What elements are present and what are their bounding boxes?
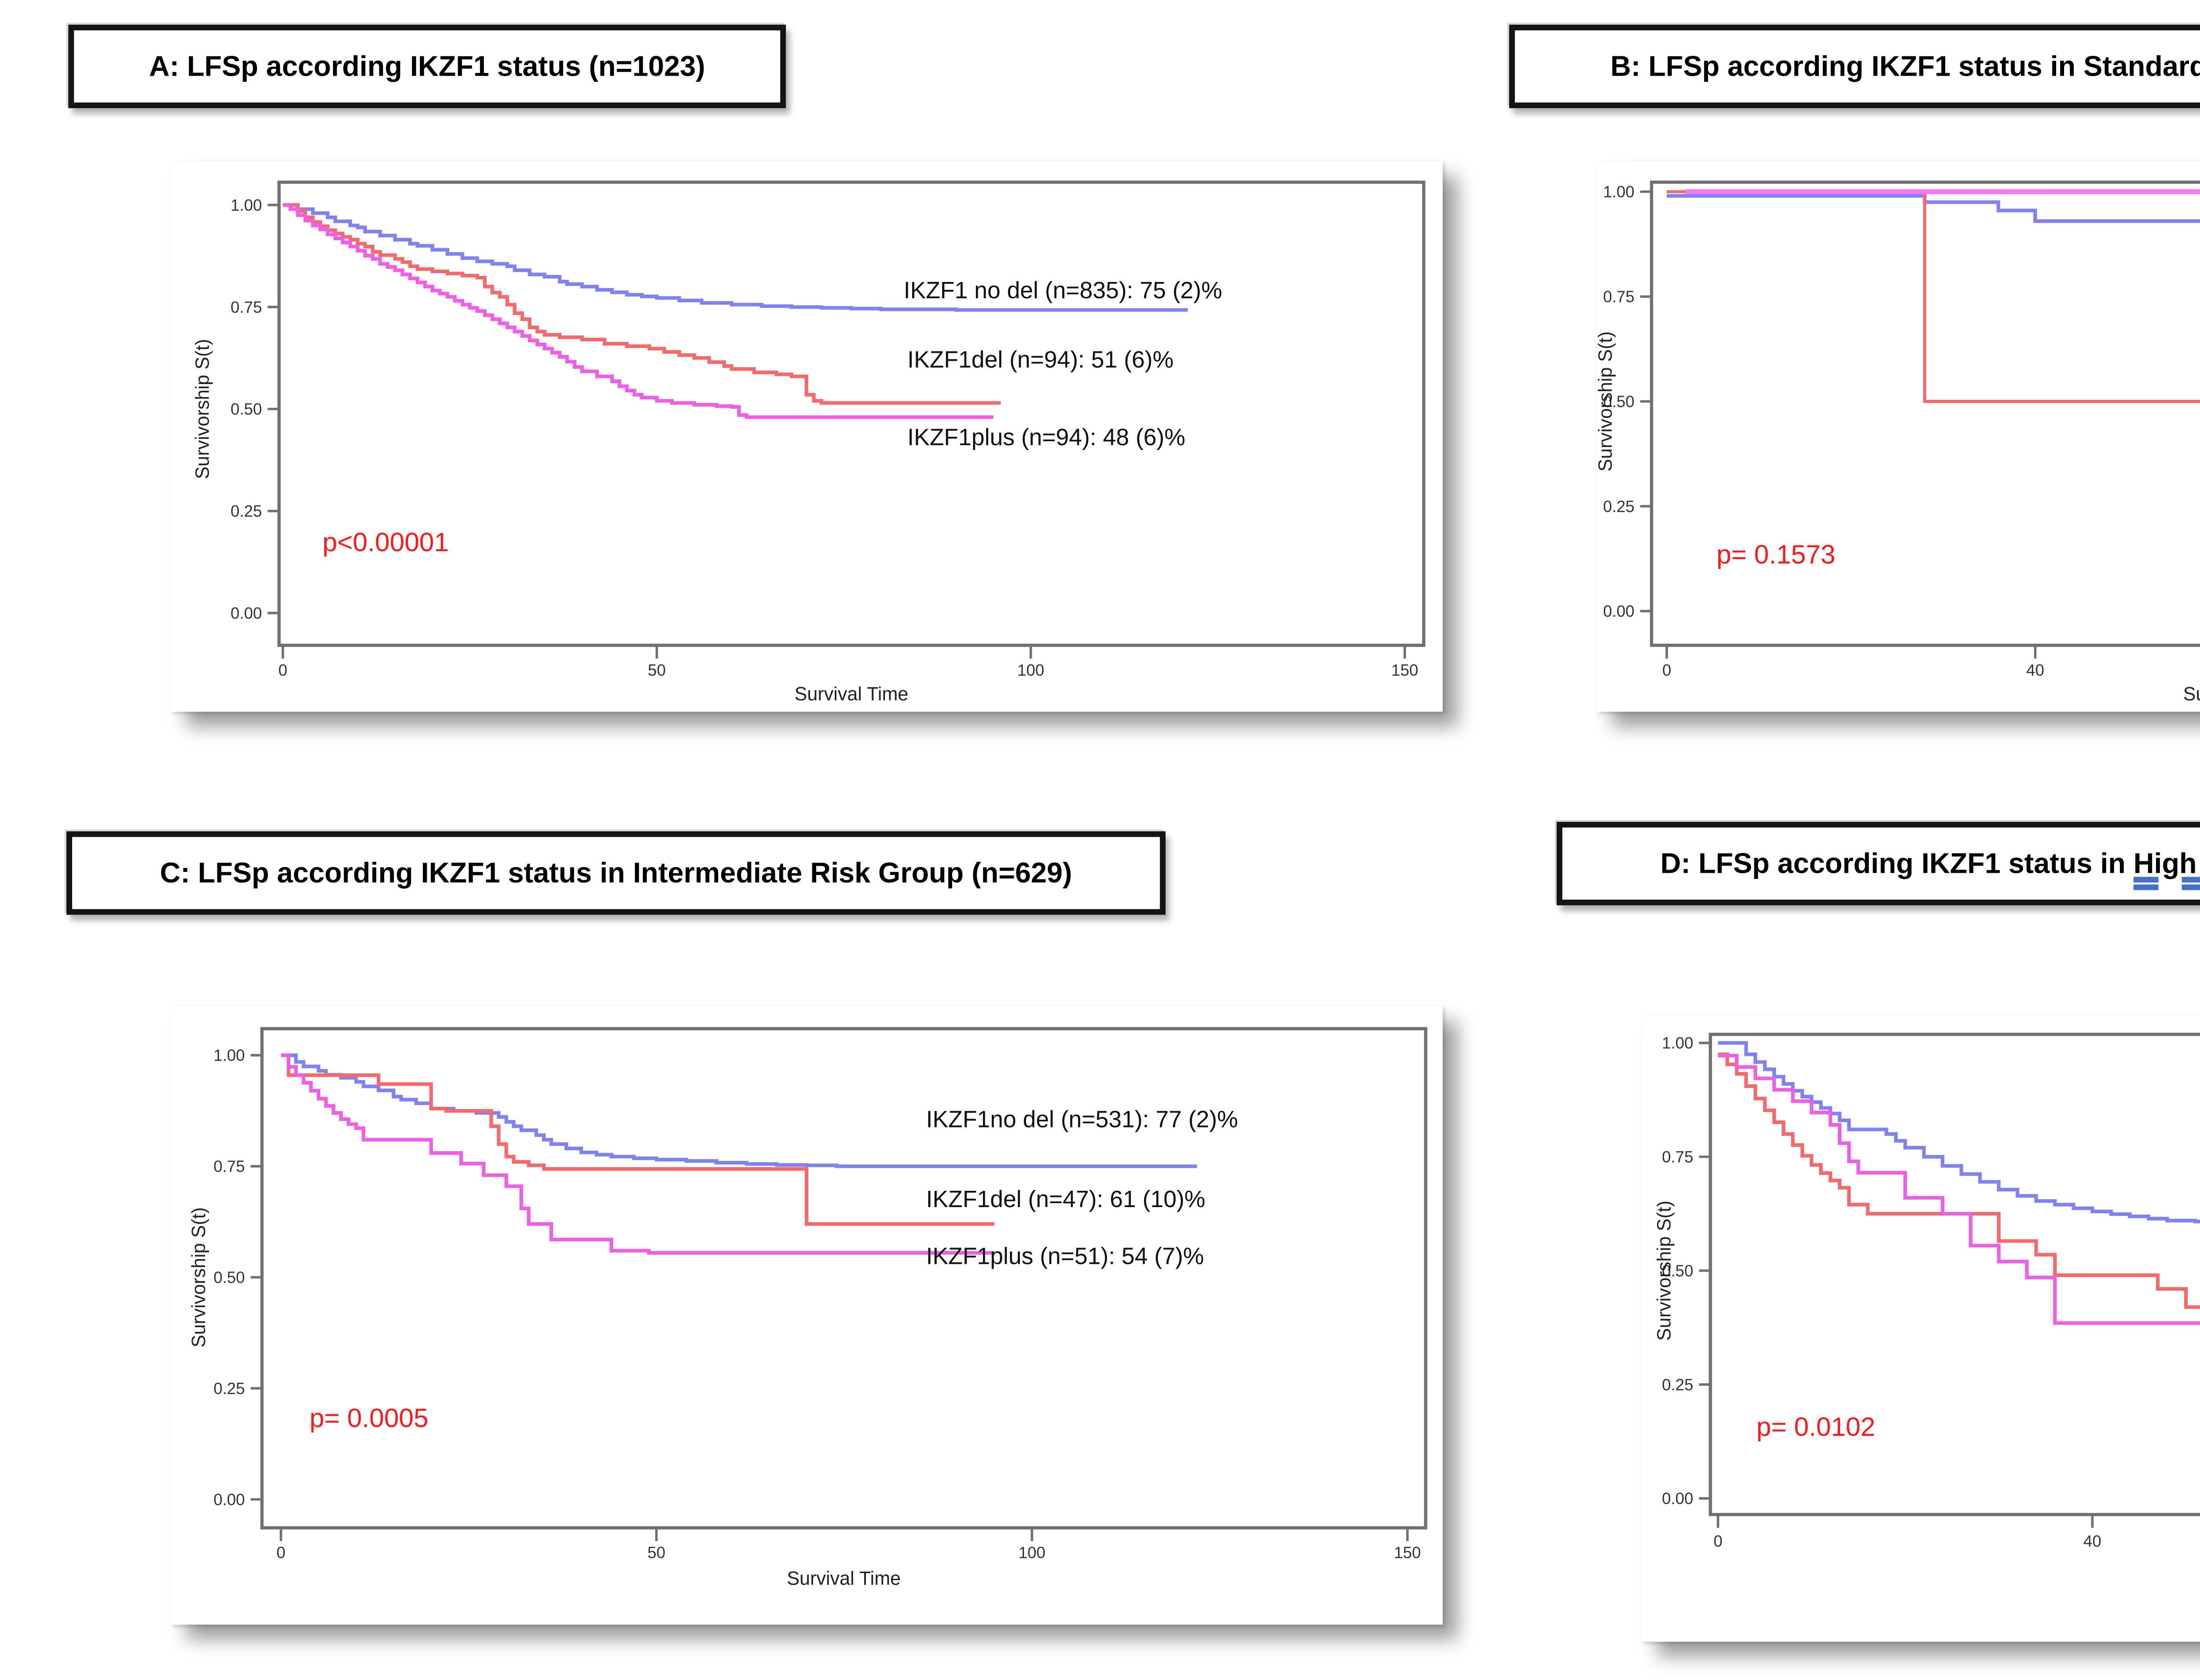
panel-a-title: A: LFSp according IKZF1 status (n=1023) xyxy=(68,25,786,108)
y-tick-label: 0.00 xyxy=(213,1490,245,1508)
y-axis-title: Survivorship S(t) xyxy=(192,339,213,479)
survival-curve-ikzf1del xyxy=(1718,1052,2200,1309)
survival-curve-ikzf1no-del xyxy=(1718,1041,2200,1223)
x-tick-label: 0 xyxy=(279,661,287,679)
x-tick-label: 0 xyxy=(1713,1532,1722,1550)
y-tick-label: 0.75 xyxy=(1603,288,1634,306)
x-axis-title: Survival Time xyxy=(2183,684,2200,705)
panel-a-chart-card: 1.00 0.75 0.50 0.25 0.00 0 50 100 150 Survival Ti… xyxy=(171,161,1443,712)
y-tick-label: 0.00 xyxy=(231,604,262,622)
y-tick-label: 0.00 xyxy=(1662,1490,1693,1508)
plot-frame xyxy=(1709,1032,2200,1516)
x-axis-title: Survival Time xyxy=(787,1568,901,1589)
y-tick-label: 0.50 xyxy=(1662,1262,1693,1280)
title-text-pre: D: LFSp according IKZF1 status in xyxy=(1660,847,2134,880)
y-tick-label: 1.00 xyxy=(231,196,262,214)
x-tick-label: 40 xyxy=(2026,661,2044,679)
y-tick-label: 0.75 xyxy=(231,298,262,316)
title-text-pre: B: LFSp according IKZF1 status in Standa… xyxy=(1610,50,2200,83)
p-value-label: p= 0.0102 xyxy=(1756,1412,1875,1442)
km-chart-b: 1.000.750.500.250.0004080120Survival Tim… xyxy=(1596,180,2200,705)
x-tick-label: 0 xyxy=(276,1544,285,1562)
km-chart-d: 1.000.750.500.250.0004080120Survival Tim… xyxy=(1654,1032,2200,1550)
plot-frame xyxy=(260,1027,1427,1530)
y-tick-label: 0.00 xyxy=(1603,602,1634,620)
survival-curve-ikzf1del xyxy=(1667,190,2200,403)
x-tick-label: 50 xyxy=(648,661,666,679)
y-tick-label: 0.25 xyxy=(1603,498,1634,516)
y-tick-label: 0.25 xyxy=(231,502,262,520)
x-tick-label: 40 xyxy=(2083,1532,2101,1550)
plot-frame xyxy=(1650,180,2200,647)
x-tick-label: 150 xyxy=(1394,1544,1421,1562)
y-tick-label: 1.00 xyxy=(213,1047,245,1065)
y-tick-label: 0.50 xyxy=(213,1269,245,1287)
panel-title-text: A: LFSp according IKZF1 status (n=1023) xyxy=(149,50,705,82)
km-chart-a: 1.00 0.75 0.50 0.25 0.00 0 50 100 150 Survival Ti… xyxy=(192,180,1426,705)
title-text-pre: A: LFSp according IKZF1 status (n=1023) xyxy=(149,50,705,83)
y-tick-label: 0.75 xyxy=(1662,1148,1693,1166)
x-tick-label: 150 xyxy=(1391,661,1418,679)
survival-curve-ikzf1del xyxy=(282,203,1001,405)
x-tick-label: 100 xyxy=(1019,1544,1045,1562)
y-tick-label: 0.25 xyxy=(1662,1376,1693,1394)
x-axis-title: Survival Time xyxy=(795,684,909,705)
panel-b-chart-card: 1.000.750.500.250.0004080120Survival Tim… xyxy=(1596,161,2200,712)
x-tick-label: 0 xyxy=(1662,661,1671,679)
panel-title-text: C: LFSp according IKZF1 status in Interm… xyxy=(160,857,1072,889)
y-tick-label: 1.00 xyxy=(1662,1034,1693,1052)
plot-frame xyxy=(277,180,1426,647)
y-tick-label: 0.50 xyxy=(1603,392,1634,410)
survival-curve-ikzf1plus xyxy=(281,1053,994,1255)
survival-curve-ikzf1no-del xyxy=(281,1053,1197,1168)
survival-curve-ikzf1plus xyxy=(1718,1054,2200,1325)
y-axis-title: Survivorship S(t) xyxy=(1654,1201,1675,1341)
survival-curve-ikzf1-no-del xyxy=(282,203,1188,312)
panel-title-text: D: LFSp according IKZF1 status in High R… xyxy=(1661,847,2200,879)
curve-label-ikzf1plus: IKZF1plus (n=94): 48 (6)% xyxy=(907,425,1185,450)
panel-c-title: C: LFSp according IKZF1 status in Interm… xyxy=(66,831,1166,915)
title-text-pre: C: LFSp according IKZF1 status in Interm… xyxy=(160,856,1072,889)
p-value-label: p<0.00001 xyxy=(323,527,449,557)
curve-label-ikzf1-no-del: IKZF1 no del (n=835): 75 (2)% xyxy=(904,278,1222,304)
panel-b-title: B: LFSp according IKZF1 status in Standa… xyxy=(1509,25,2200,108)
curve-label-ikzf1plus: IKZF1plus (n=51): 54 (7)% xyxy=(926,1243,1204,1269)
y-tick-label: 0.25 xyxy=(213,1380,245,1398)
y-tick-label: 0.75 xyxy=(213,1157,245,1175)
km-chart-c: 1.00 0.75 0.50 0.25 0.00 0 50 100 150 Survival Ti… xyxy=(188,1027,1427,1589)
survival-curve-ikzf1no-del xyxy=(1667,194,2200,223)
y-tick-label: 0.50 xyxy=(231,400,262,418)
p-value-label: p= 0.0005 xyxy=(309,1403,428,1433)
survival-curve-ikzf1del xyxy=(281,1053,994,1226)
p-value-label: p= 0.1573 xyxy=(1716,539,1835,569)
curve-label-ikzf1no-del: IKZF1no del (n=531): 77 (2)% xyxy=(926,1106,1238,1132)
x-tick-label: 50 xyxy=(648,1544,666,1562)
curve-label-ikzf1del: IKZF1del (n=94): 51 (6)% xyxy=(907,347,1173,373)
x-tick-label: 100 xyxy=(1017,661,1044,679)
y-tick-label: 1.00 xyxy=(1603,183,1634,201)
panel-d-title: D: LFSp according IKZF1 status in High R… xyxy=(1556,822,2200,905)
panel-title-text: B: LFSp according IKZF1 status in Standa… xyxy=(1610,50,2200,82)
panel-c-chart-card: 1.00 0.75 0.50 0.25 0.00 0 50 100 150 Survival Ti… xyxy=(171,1006,1443,1625)
title-grammar-underline: High Risk xyxy=(2133,847,2200,880)
survival-curve-ikzf1plus xyxy=(282,203,994,419)
y-axis-title: Survivorship S(t) xyxy=(1596,331,1616,472)
panel-d-chart-card: 1.000.750.500.250.0004080120Survival Tim… xyxy=(1642,1015,2200,1642)
curve-label-ikzf1del: IKZF1del (n=47): 61 (10)% xyxy=(926,1186,1206,1212)
y-axis-title: Survivorship S(t) xyxy=(188,1207,209,1347)
